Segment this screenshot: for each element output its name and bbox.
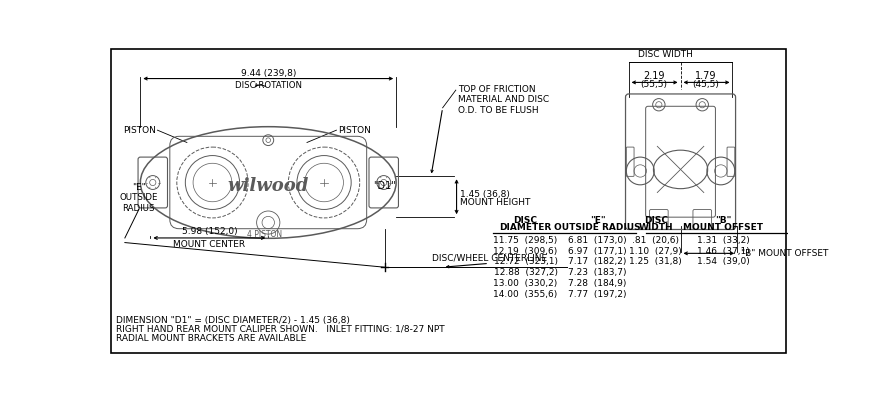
Text: WIDTH: WIDTH [639, 223, 673, 232]
Text: 13.00  (330,2): 13.00 (330,2) [493, 279, 557, 288]
Text: 1.31  (33,2): 1.31 (33,2) [696, 236, 750, 245]
Text: "D1": "D1" [373, 181, 396, 191]
Text: PISTON: PISTON [338, 126, 371, 135]
Text: 1.10  (27,9): 1.10 (27,9) [629, 246, 682, 256]
Text: (45,5): (45,5) [693, 80, 719, 89]
Text: 7.28  (184,9): 7.28 (184,9) [569, 279, 626, 288]
Text: 11.75  (298,5): 11.75 (298,5) [493, 236, 557, 245]
Text: 1.79: 1.79 [696, 71, 717, 81]
Text: 12.88  (327,2): 12.88 (327,2) [493, 268, 557, 277]
Text: 6.97  (177,1): 6.97 (177,1) [569, 246, 626, 256]
Text: DISC: DISC [644, 216, 668, 225]
Text: (55,5): (55,5) [640, 80, 668, 89]
Text: OUTSIDE RADIUS: OUTSIDE RADIUS [555, 223, 640, 232]
Text: DISC WIDTH: DISC WIDTH [638, 49, 692, 59]
Text: 2.19: 2.19 [643, 71, 665, 81]
Text: 7.17  (182,2): 7.17 (182,2) [569, 258, 626, 266]
Text: 7.77  (197,2): 7.77 (197,2) [569, 290, 626, 298]
Text: MOUNT CENTER: MOUNT CENTER [173, 240, 245, 250]
Text: 14.00  (355,6): 14.00 (355,6) [493, 290, 557, 298]
Text: DISC: DISC [514, 216, 537, 225]
Text: 1.25  (31,8): 1.25 (31,8) [629, 258, 682, 266]
Text: "E"
OUTSIDE
RADIUS: "E" OUTSIDE RADIUS [120, 183, 158, 213]
Text: DISC/WHEEL CENTERLINE: DISC/WHEEL CENTERLINE [431, 254, 547, 263]
Text: PISTON: PISTON [123, 126, 156, 135]
Text: 12.19  (309,6): 12.19 (309,6) [493, 246, 557, 256]
Text: 12.72  (323,1): 12.72 (323,1) [493, 258, 557, 266]
Text: MOUNT HEIGHT: MOUNT HEIGHT [459, 199, 530, 207]
Text: RADIAL MOUNT BRACKETS ARE AVAILABLE: RADIAL MOUNT BRACKETS ARE AVAILABLE [116, 334, 306, 343]
Text: 9.44 (239,8): 9.44 (239,8) [241, 69, 296, 78]
Text: DIMENSION "D1" = (DISC DIAMETER/2) - 1.45 (36,8): DIMENSION "D1" = (DISC DIAMETER/2) - 1.4… [116, 316, 349, 325]
Text: 6.81  (173,0): 6.81 (173,0) [569, 236, 626, 245]
Text: TOP OF FRICTION
MATERIAL AND DISC
O.D. TO BE FLUSH: TOP OF FRICTION MATERIAL AND DISC O.D. T… [458, 85, 550, 115]
Text: 5.98 (152,0): 5.98 (152,0) [181, 227, 237, 236]
Text: MOUNT OFFSET: MOUNT OFFSET [683, 223, 763, 232]
Text: DIAMETER: DIAMETER [500, 223, 551, 232]
Text: .81  (20,6): .81 (20,6) [633, 236, 679, 245]
Text: "B": "B" [715, 216, 732, 225]
Text: 1.45 (36,8): 1.45 (36,8) [459, 190, 509, 199]
Text: 1.46  (37,1): 1.46 (37,1) [696, 246, 750, 256]
Text: RIGHT HAND REAR MOUNT CALIPER SHOWN.   INLET FITTING: 1/8-27 NPT: RIGHT HAND REAR MOUNT CALIPER SHOWN. INL… [116, 325, 444, 334]
Text: DISC ROTATION: DISC ROTATION [234, 81, 302, 90]
Text: "E": "E" [590, 216, 605, 225]
Text: 4 PISTON: 4 PISTON [247, 230, 282, 238]
Text: "B" MOUNT OFFSET: "B" MOUNT OFFSET [741, 249, 829, 258]
Text: wilwood: wilwood [228, 178, 309, 195]
Text: 7.23  (183,7): 7.23 (183,7) [569, 268, 626, 277]
Text: 1.54  (39,0): 1.54 (39,0) [696, 258, 750, 266]
